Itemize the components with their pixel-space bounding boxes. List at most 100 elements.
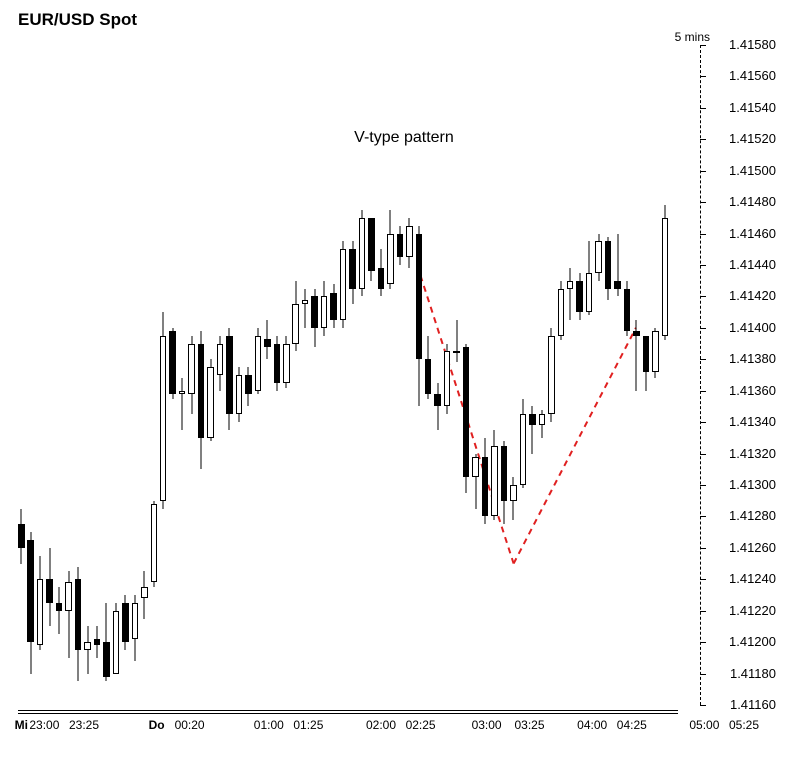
candlestick <box>198 45 205 705</box>
candlestick <box>18 45 25 705</box>
candlestick <box>614 45 621 705</box>
y-tick-mark <box>700 108 706 109</box>
y-tick-mark <box>700 391 706 392</box>
x-tick-label: 04:25 <box>617 718 647 732</box>
candle-wick <box>305 289 306 328</box>
y-tick-label: 1.41500 <box>729 163 776 178</box>
x-tick-label: 03:25 <box>514 718 544 732</box>
x-tick-label: 02:00 <box>366 718 396 732</box>
candle-body <box>27 540 34 642</box>
candlestick <box>292 45 299 705</box>
v-pattern-annotation: V-type pattern <box>354 129 454 147</box>
candlestick <box>539 45 546 705</box>
y-tick-mark <box>700 139 706 140</box>
candle-body <box>444 351 451 406</box>
y-tick-mark <box>700 611 706 612</box>
candle-body <box>539 414 546 425</box>
candle-body <box>501 446 508 501</box>
candlestick <box>567 45 574 705</box>
candlestick <box>463 45 470 705</box>
candlestick <box>643 45 650 705</box>
y-tick-mark <box>700 454 706 455</box>
candle-body <box>18 524 25 548</box>
y-tick-mark <box>700 328 706 329</box>
candlestick <box>624 45 631 705</box>
candlestick <box>84 45 91 705</box>
candlestick <box>255 45 262 705</box>
candle-body <box>643 336 650 372</box>
y-tick-mark <box>700 548 706 549</box>
x-tick-label: Do <box>149 718 165 732</box>
candle-body <box>567 281 574 289</box>
candle-body <box>65 582 72 610</box>
y-tick-mark <box>700 516 706 517</box>
candle-body <box>255 336 262 391</box>
y-tick-mark <box>700 171 706 172</box>
candle-body <box>245 375 252 394</box>
candlestick <box>264 45 271 705</box>
candle-body <box>132 603 139 639</box>
candle-body <box>605 241 612 288</box>
candle-body <box>264 339 271 347</box>
x-tick-label: 01:25 <box>293 718 323 732</box>
candlestick <box>482 45 489 705</box>
candlestick <box>245 45 252 705</box>
candle-body <box>198 344 205 438</box>
candle-body <box>283 344 290 383</box>
candlestick <box>188 45 195 705</box>
y-tick-mark <box>700 76 706 77</box>
y-tick-label: 1.41220 <box>729 603 776 618</box>
y-tick-label: 1.41540 <box>729 100 776 115</box>
candle-body <box>576 281 583 312</box>
candlestick <box>103 45 110 705</box>
x-tick-label: 02:25 <box>406 718 436 732</box>
candle-body <box>453 351 460 353</box>
candle-body <box>359 218 366 289</box>
candle-body <box>188 344 195 394</box>
candlestick <box>207 45 214 705</box>
y-tick-mark <box>700 422 706 423</box>
candle-body <box>37 579 44 645</box>
candlestick <box>132 45 139 705</box>
candle-wick <box>456 320 457 362</box>
candlestick <box>94 45 101 705</box>
candle-body <box>434 394 441 407</box>
candle-body <box>387 234 394 284</box>
y-tick-mark <box>700 234 706 235</box>
candle-body <box>274 344 281 383</box>
candlestick <box>151 45 158 705</box>
candle-body <box>292 304 299 343</box>
candle-body <box>520 414 527 485</box>
timeframe-label: 5 mins <box>675 30 710 44</box>
candlestick <box>122 45 129 705</box>
x-tick-label: 05:00 <box>689 718 719 732</box>
candlestick <box>510 45 517 705</box>
y-tick-mark <box>700 202 706 203</box>
chart-title: EUR/USD Spot <box>18 10 137 30</box>
candlestick <box>46 45 53 705</box>
y-tick-mark <box>700 45 706 46</box>
y-tick-mark <box>700 705 706 706</box>
candlestick <box>662 45 669 705</box>
y-tick-label: 1.41580 <box>729 37 776 52</box>
candlestick <box>472 45 479 705</box>
y-tick-label: 1.41420 <box>729 288 776 303</box>
candlestick <box>169 45 176 705</box>
candlestick <box>226 45 233 705</box>
candlestick <box>520 45 527 705</box>
candle-body <box>463 347 470 477</box>
candlestick <box>491 45 498 705</box>
y-tick-label: 1.41240 <box>729 571 776 586</box>
candlestick <box>27 45 34 705</box>
candlestick <box>179 45 186 705</box>
candlestick <box>453 45 460 705</box>
y-axis: 1.411601.411801.412001.412201.412401.412… <box>700 45 788 705</box>
candle-body <box>113 611 120 674</box>
candle-body <box>330 293 337 320</box>
candle-body <box>236 375 243 414</box>
y-tick-mark <box>700 579 706 580</box>
candlestick <box>501 45 508 705</box>
candle-body <box>491 446 498 517</box>
candlestick <box>236 45 243 705</box>
candle-body <box>207 367 214 438</box>
